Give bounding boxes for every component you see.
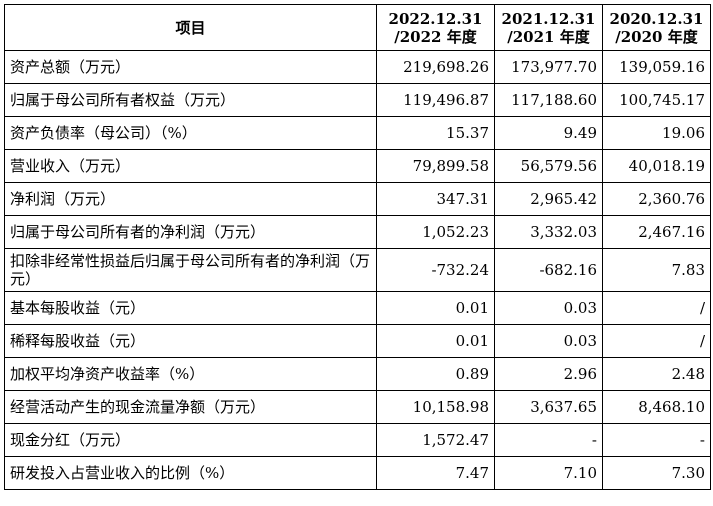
value-2021: 2.96: [494, 357, 603, 391]
header-period-year: /2020 年度: [615, 27, 698, 46]
value-2022: 219,698.26: [376, 50, 495, 84]
table-row: 研发投入占营业收入的比例（%） 7.47 7.10 7.30: [4, 456, 711, 490]
row-label: 经营活动产生的现金流量净额（万元）: [4, 390, 377, 424]
row-label: 现金分红（万元）: [4, 423, 377, 457]
value-2020: 40,018.19: [602, 149, 711, 183]
value-2022: 0.89: [376, 357, 495, 391]
header-period-year: /2022 年度: [394, 27, 477, 46]
value-2021: 0.03: [494, 324, 603, 358]
value-2021: -: [494, 423, 603, 457]
value-2021: 0.03: [494, 291, 603, 325]
value-2021: 9.49: [494, 116, 603, 150]
header-period-2022: 2022.12.31 /2022 年度: [376, 4, 495, 51]
value-2020: 139,059.16: [602, 50, 711, 84]
row-label: 稀释每股收益（元）: [4, 324, 377, 358]
value-2021: 56,579.56: [494, 149, 603, 183]
table-row: 营业收入（万元） 79,899.58 56,579.56 40,018.19: [4, 149, 711, 183]
value-2022: 1,572.47: [376, 423, 495, 457]
row-label: 基本每股收益（元）: [4, 291, 377, 325]
header-period-date: 2020.12.31: [609, 9, 704, 28]
header-period-2021: 2021.12.31 /2021 年度: [494, 4, 603, 51]
value-2022: 347.31: [376, 182, 495, 216]
header-period-date: 2021.12.31: [501, 9, 596, 28]
value-2020: 2.48: [602, 357, 711, 391]
value-2022: 10,158.98: [376, 390, 495, 424]
row-label: 净利润（万元）: [4, 182, 377, 216]
header-period-2020: 2020.12.31 /2020 年度: [602, 4, 711, 51]
value-2022: 119,496.87: [376, 83, 495, 117]
value-2022: 79,899.58: [376, 149, 495, 183]
row-label: 研发投入占营业收入的比例（%）: [4, 456, 377, 490]
value-2020: 7.83: [602, 248, 711, 292]
value-2022: 7.47: [376, 456, 495, 490]
row-label: 扣除非经常性损益后归属于母公司所有者的净利润（万元）: [4, 248, 377, 292]
value-2020: 2,467.16: [602, 215, 711, 249]
header-row: 项目 2022.12.31 /2022 年度 2021.12.31 /2021 …: [4, 4, 711, 51]
financial-summary-table: 项目 2022.12.31 /2022 年度 2021.12.31 /2021 …: [4, 4, 711, 490]
table-row: 稀释每股收益（元） 0.01 0.03 /: [4, 324, 711, 358]
value-2021: 2,965.42: [494, 182, 603, 216]
value-2021: -682.16: [494, 248, 603, 292]
value-2020: /: [602, 291, 711, 325]
value-2020: 8,468.10: [602, 390, 711, 424]
value-2020: 19.06: [602, 116, 711, 150]
value-2021: 3,332.03: [494, 215, 603, 249]
table-row: 资产总额（万元） 219,698.26 173,977.70 139,059.1…: [4, 50, 711, 84]
row-label: 营业收入（万元）: [4, 149, 377, 183]
value-2020: /: [602, 324, 711, 358]
table-row: 基本每股收益（元） 0.01 0.03 /: [4, 291, 711, 325]
value-2022: -732.24: [376, 248, 495, 292]
table-row: 净利润（万元） 347.31 2,965.42 2,360.76: [4, 182, 711, 216]
value-2021: 117,188.60: [494, 83, 603, 117]
row-label: 归属于母公司所有者的净利润（万元）: [4, 215, 377, 249]
value-2022: 1,052.23: [376, 215, 495, 249]
table-row: 归属于母公司所有者权益（万元） 119,496.87 117,188.60 10…: [4, 83, 711, 117]
value-2021: 7.10: [494, 456, 603, 490]
header-period-date: 2022.12.31: [388, 9, 483, 28]
table-row: 归属于母公司所有者的净利润（万元） 1,052.23 3,332.03 2,46…: [4, 215, 711, 249]
value-2020: -: [602, 423, 711, 457]
value-2020: 2,360.76: [602, 182, 711, 216]
value-2022: 15.37: [376, 116, 495, 150]
value-2021: 173,977.70: [494, 50, 603, 84]
table-row: 经营活动产生的现金流量净额（万元） 10,158.98 3,637.65 8,4…: [4, 390, 711, 424]
header-item: 项目: [4, 4, 377, 51]
header-period-year: /2021 年度: [507, 27, 590, 46]
table-row: 资产负债率（母公司）（%） 15.37 9.49 19.06: [4, 116, 711, 150]
value-2021: 3,637.65: [494, 390, 603, 424]
table-row: 扣除非经常性损益后归属于母公司所有者的净利润（万元） -732.24 -682.…: [4, 248, 711, 292]
table-row: 现金分红（万元） 1,572.47 - -: [4, 423, 711, 457]
value-2020: 100,745.17: [602, 83, 711, 117]
value-2020: 7.30: [602, 456, 711, 490]
row-label: 资产负债率（母公司）（%）: [4, 116, 377, 150]
row-label: 资产总额（万元）: [4, 50, 377, 84]
table-row: 加权平均净资产收益率（%） 0.89 2.96 2.48: [4, 357, 711, 391]
value-2022: 0.01: [376, 324, 495, 358]
row-label: 加权平均净资产收益率（%）: [4, 357, 377, 391]
value-2022: 0.01: [376, 291, 495, 325]
row-label: 归属于母公司所有者权益（万元）: [4, 83, 377, 117]
